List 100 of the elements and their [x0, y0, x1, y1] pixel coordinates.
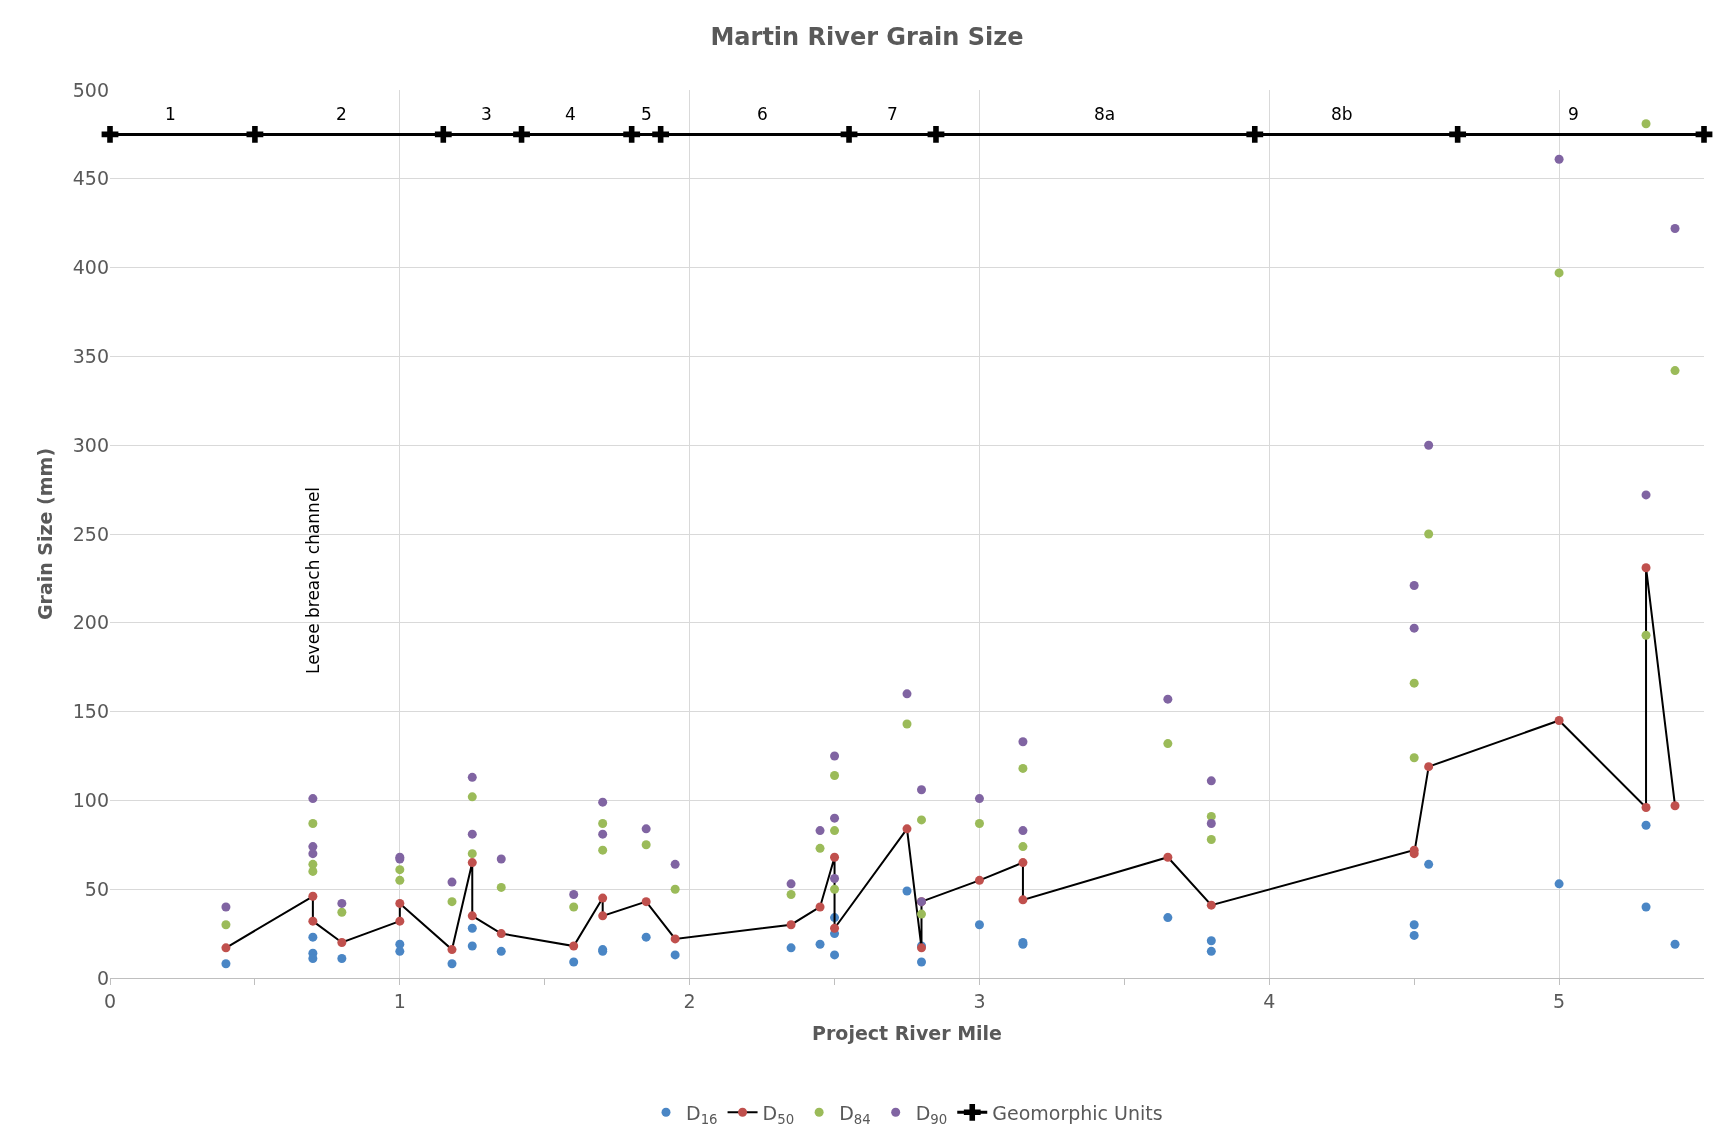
- point: [830, 950, 840, 960]
- point: [598, 829, 608, 839]
- point: [641, 932, 651, 942]
- point: [902, 689, 912, 699]
- chart-title: Martin River Grain Size: [710, 23, 1024, 52]
- y-tick-label: 0: [96, 966, 109, 989]
- point: [670, 934, 680, 944]
- point: [496, 946, 506, 956]
- point: [569, 941, 579, 951]
- point: [337, 937, 347, 947]
- point: [337, 953, 347, 963]
- annotation: 5: [641, 104, 652, 124]
- point: [902, 886, 912, 896]
- point: [308, 916, 318, 926]
- y-tick-label: 300: [72, 433, 109, 456]
- point: [337, 907, 347, 917]
- point: [1206, 946, 1216, 956]
- point: [830, 771, 840, 781]
- point: [1206, 900, 1216, 910]
- point: [1409, 920, 1419, 930]
- point: [1206, 776, 1216, 786]
- legend-label: D$_{50}$: [762, 1101, 795, 1127]
- y-tick-label: 100: [72, 789, 109, 812]
- point: [101, 126, 119, 143]
- point: [569, 902, 579, 912]
- point: [786, 890, 796, 900]
- point: [641, 824, 651, 834]
- point: [902, 719, 912, 729]
- point: [1409, 678, 1419, 688]
- point: [974, 920, 984, 930]
- point: [467, 941, 477, 951]
- annotation: 2: [336, 104, 347, 124]
- point: [308, 891, 318, 901]
- point: [467, 923, 477, 933]
- point: [670, 884, 680, 894]
- y-tick-label: 200: [72, 611, 109, 634]
- point: [598, 797, 608, 807]
- point: [1206, 818, 1216, 828]
- point: [815, 826, 825, 836]
- point: [1206, 834, 1216, 844]
- y-tick-label: 450: [72, 167, 109, 190]
- x-tick-label: 5: [1553, 989, 1566, 1012]
- point: [221, 959, 231, 969]
- x-tick-label: 1: [393, 989, 406, 1012]
- annotation: 9: [1568, 104, 1579, 124]
- point: [496, 882, 506, 892]
- point: [1695, 126, 1713, 143]
- point: [641, 840, 651, 850]
- x-axis-title: Project River Mile: [812, 1021, 1002, 1044]
- point: [1554, 268, 1564, 278]
- point: [308, 794, 318, 804]
- point: [467, 849, 477, 859]
- point: [1641, 119, 1651, 129]
- point: [1670, 224, 1680, 234]
- point: [467, 911, 477, 921]
- legend-label: D$_{90}$: [915, 1101, 948, 1127]
- point: [830, 751, 840, 761]
- x-tick-label: 4: [1263, 989, 1276, 1012]
- point: [916, 957, 926, 967]
- point: [786, 943, 796, 953]
- point: [1424, 529, 1434, 539]
- point: [1018, 895, 1028, 905]
- annotation: 8a: [1094, 104, 1116, 124]
- y-tick-label: 350: [72, 345, 109, 368]
- point: [246, 126, 264, 143]
- point: [830, 884, 840, 894]
- point: [1641, 902, 1651, 912]
- point: [1163, 694, 1173, 704]
- point: [830, 852, 840, 862]
- point: [815, 939, 825, 949]
- point: [974, 818, 984, 828]
- y-tick-label: 150: [72, 700, 109, 723]
- point: [467, 792, 477, 802]
- annotation: Levee breach channel: [302, 486, 323, 675]
- y-tick-label: 250: [72, 522, 109, 545]
- point: [496, 854, 506, 864]
- point: [670, 859, 680, 869]
- y-axis-title: Grain Size (mm): [33, 447, 56, 621]
- point: [1163, 852, 1173, 862]
- y-tick-label: 500: [72, 78, 109, 101]
- point: [652, 126, 670, 143]
- point: [447, 897, 457, 907]
- point: [623, 126, 641, 143]
- point: [1409, 753, 1419, 763]
- point: [1641, 563, 1651, 573]
- annotation: 6: [757, 104, 768, 124]
- point: [1018, 763, 1028, 773]
- point: [670, 950, 680, 960]
- point: [786, 920, 796, 930]
- point: [830, 923, 840, 933]
- point: [1641, 490, 1651, 500]
- point: [598, 893, 608, 903]
- point: [308, 932, 318, 942]
- point: [1641, 630, 1651, 640]
- point: [221, 920, 231, 930]
- point: [916, 909, 926, 919]
- point: [434, 126, 452, 143]
- point: [1163, 913, 1173, 923]
- point: [1206, 936, 1216, 946]
- point: [902, 824, 912, 834]
